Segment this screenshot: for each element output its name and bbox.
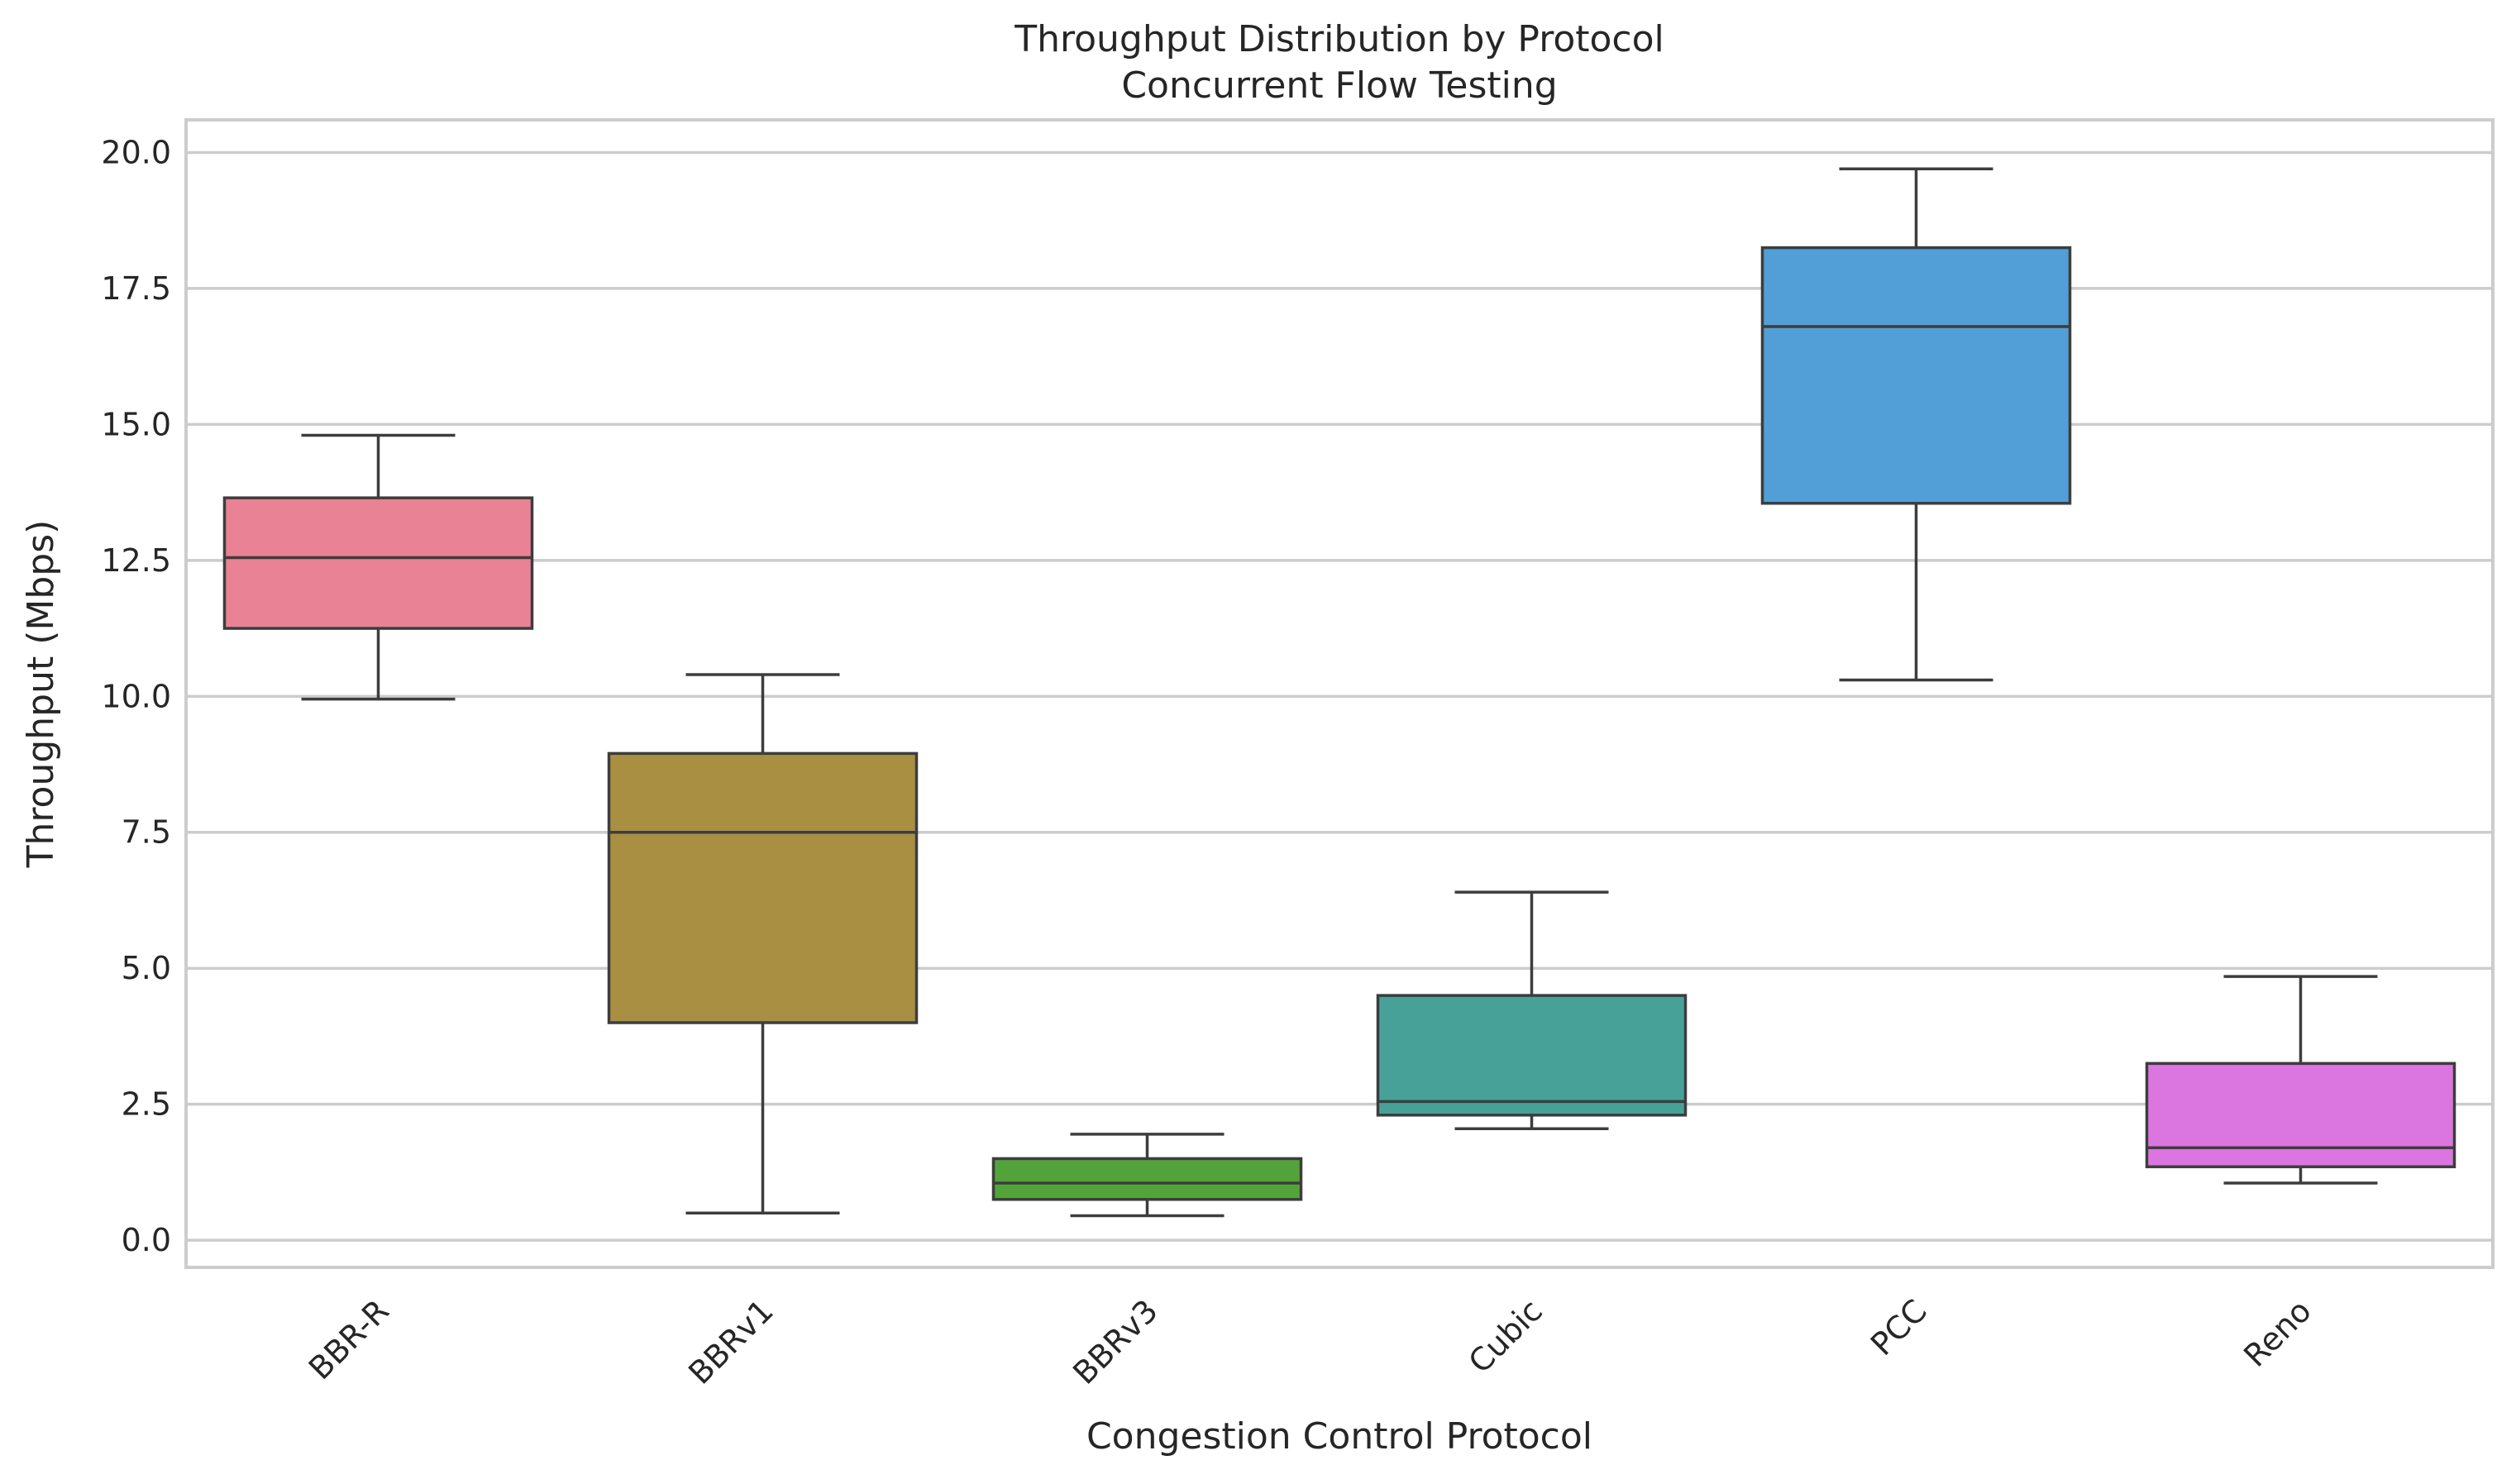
x-tick-labels: BBR-R BBRv1 BBRv3 Cubic PCC Reno <box>302 1292 2318 1391</box>
x-tick-label: Reno <box>2237 1292 2318 1374</box>
box-cubic <box>1376 890 1688 1131</box>
y-tick-label: 7.5 <box>122 814 171 851</box>
chart-subtitle: Concurrent Flow Testing <box>1121 64 1557 107</box>
x-tick-label: PCC <box>1864 1292 1934 1362</box>
y-axis-label: Throughput (Mbps) <box>20 520 62 869</box>
box-pcc <box>1760 167 2072 682</box>
iqr-box <box>607 752 919 1024</box>
x-tick-label: BBRv1 <box>681 1292 781 1391</box>
x-tick-label: BBR-R <box>302 1292 396 1386</box>
x-axis-label: Congestion Control Protocol <box>1086 1415 1592 1458</box>
box-bbr-r <box>222 433 534 701</box>
iqr-box <box>991 1157 1303 1201</box>
x-tick-label: Cubic <box>1462 1292 1549 1380</box>
y-tick-label: 15.0 <box>101 406 171 442</box>
y-tick-label: 2.5 <box>122 1086 171 1123</box>
y-tick-label: 12.5 <box>101 542 171 579</box>
iqr-box <box>1760 246 2072 505</box>
y-tick-label: 5.0 <box>122 950 171 986</box>
y-tick-label: 10.0 <box>101 678 171 714</box>
iqr-box <box>222 496 534 630</box>
iqr-box <box>2145 1062 2456 1169</box>
box-bbrv1 <box>607 673 919 1214</box>
iqr-box <box>1376 994 1688 1117</box>
box-bbrv3 <box>991 1133 1303 1218</box>
y-tick-label: 17.5 <box>101 270 171 307</box>
y-tick-label: 20.0 <box>101 134 171 170</box>
gridlines <box>186 150 2493 1242</box>
plot-frame <box>184 118 2495 1269</box>
box-reno <box>2145 975 2456 1185</box>
y-tick-label: 0.0 <box>122 1222 171 1258</box>
boxes <box>222 167 2456 1218</box>
y-tick-labels: 0.0 2.5 5.0 7.5 10.0 12.5 15.0 17.5 20.0 <box>101 134 171 1258</box>
chart-title: Throughput Distribution by Protocol <box>1014 18 1664 60</box>
x-tick-label: BBRv3 <box>1066 1292 1165 1391</box>
